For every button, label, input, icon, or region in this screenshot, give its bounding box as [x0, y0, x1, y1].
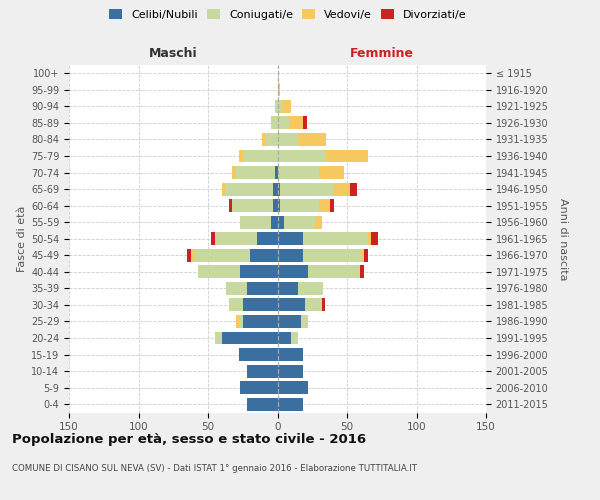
Bar	[198, 266, 240, 278]
Bar	[292, 332, 298, 344]
Bar	[250, 249, 277, 262]
Bar	[333, 182, 350, 196]
Bar	[277, 232, 302, 245]
Bar	[364, 249, 368, 262]
Bar	[322, 298, 325, 312]
Bar	[232, 166, 236, 179]
Bar	[224, 182, 274, 196]
Bar	[236, 166, 275, 179]
Bar	[277, 166, 319, 179]
Bar	[319, 199, 331, 212]
Bar	[319, 166, 344, 179]
Bar	[187, 249, 191, 262]
Bar	[361, 249, 364, 262]
Bar	[298, 133, 326, 146]
Bar	[277, 84, 280, 96]
Y-axis label: Fasce di età: Fasce di età	[17, 206, 27, 272]
Bar	[243, 150, 277, 162]
Bar	[308, 266, 359, 278]
Bar	[271, 216, 277, 228]
Bar	[236, 315, 239, 328]
Bar	[277, 100, 281, 113]
Bar	[281, 100, 292, 113]
Bar	[277, 266, 308, 278]
Bar	[315, 216, 322, 228]
Bar	[226, 282, 247, 295]
Bar	[211, 232, 215, 245]
Bar	[257, 232, 277, 245]
Bar	[271, 116, 277, 130]
Bar	[277, 332, 292, 344]
Bar	[277, 282, 298, 295]
Bar	[277, 133, 298, 146]
Bar	[240, 381, 277, 394]
Bar	[277, 298, 305, 312]
Bar	[277, 348, 302, 361]
Bar	[243, 298, 277, 312]
Bar	[277, 182, 280, 196]
Bar	[277, 150, 326, 162]
Bar	[229, 298, 243, 312]
Bar	[302, 249, 361, 262]
Bar	[247, 282, 277, 295]
Bar	[298, 282, 323, 295]
Bar	[232, 199, 274, 212]
Bar	[280, 182, 333, 196]
Bar	[274, 199, 277, 212]
Bar	[239, 150, 243, 162]
Bar	[277, 315, 301, 328]
Bar	[275, 166, 277, 179]
Text: Popolazione per età, sesso e stato civile - 2016: Popolazione per età, sesso e stato civil…	[12, 432, 366, 446]
Bar	[215, 332, 222, 344]
Bar	[277, 398, 302, 410]
Text: COMUNE DI CISANO SUL NEVA (SV) - Dati ISTAT 1° gennaio 2016 - Elaborazione TUTTI: COMUNE DI CISANO SUL NEVA (SV) - Dati IS…	[12, 464, 417, 473]
Bar	[277, 199, 280, 212]
Bar	[194, 249, 250, 262]
Bar	[280, 199, 319, 212]
Bar	[275, 100, 277, 113]
Bar	[302, 232, 368, 245]
Bar	[262, 133, 266, 146]
Bar	[229, 199, 232, 212]
Bar	[266, 133, 277, 146]
Bar	[302, 116, 307, 130]
Bar	[368, 232, 371, 245]
Bar	[239, 348, 277, 361]
Bar	[305, 298, 322, 312]
Bar	[284, 216, 315, 228]
Bar	[247, 364, 277, 378]
Bar	[247, 398, 277, 410]
Bar	[239, 315, 243, 328]
Bar	[222, 332, 277, 344]
Y-axis label: Anni di nascita: Anni di nascita	[558, 198, 568, 280]
Bar	[359, 266, 364, 278]
Text: Femmine: Femmine	[350, 47, 414, 60]
Bar	[289, 116, 302, 130]
Bar	[371, 232, 377, 245]
Bar	[301, 315, 308, 328]
Bar	[215, 232, 257, 245]
Bar	[331, 199, 334, 212]
Bar	[277, 116, 289, 130]
Bar	[277, 249, 302, 262]
Bar	[277, 364, 302, 378]
Bar	[243, 315, 277, 328]
Bar	[277, 381, 308, 394]
Bar	[191, 249, 194, 262]
Bar	[240, 216, 271, 228]
Bar	[350, 182, 357, 196]
Bar	[274, 182, 277, 196]
Bar	[222, 182, 224, 196]
Text: Maschi: Maschi	[149, 47, 197, 60]
Bar	[326, 150, 368, 162]
Bar	[277, 216, 284, 228]
Legend: Celibi/Nubili, Coniugati/e, Vedovi/e, Divorziati/e: Celibi/Nubili, Coniugati/e, Vedovi/e, Di…	[106, 6, 470, 23]
Bar	[240, 266, 277, 278]
